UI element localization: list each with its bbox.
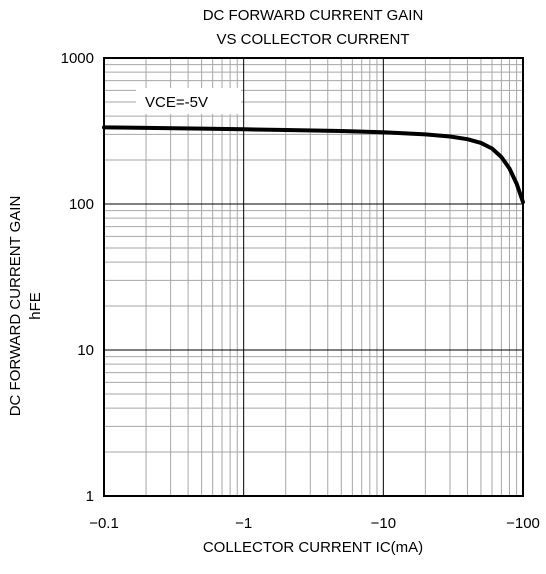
- y-tick-label: 100: [69, 196, 94, 213]
- y-tick-labels: 1 10 100 1000: [61, 50, 94, 505]
- y-axis-label-line2: hFE: [27, 292, 44, 320]
- y-tick-label: 1: [86, 488, 94, 505]
- chart-title-line2: VS COLLECTOR CURRENT: [216, 31, 409, 48]
- grid-lines: [104, 58, 523, 496]
- x-tick-label: −100: [506, 515, 540, 532]
- x-tick-label: −10: [371, 515, 396, 532]
- annotation-background: [136, 88, 241, 114]
- x-tick-label: −1: [235, 515, 252, 532]
- x-tick-labels: −0.1 −1 −10 −100: [89, 515, 540, 532]
- series-line-hfe: [102, 125, 525, 205]
- y-axis-label-line1: DC FORWARD CURRENT GAIN: [7, 196, 24, 417]
- y-tick-label: 10: [77, 342, 94, 359]
- chart-title-line1: DC FORWARD CURRENT GAIN: [203, 7, 424, 24]
- x-axis-label: COLLECTOR CURRENT IC(mA): [203, 539, 423, 556]
- major-grid-lines: [104, 58, 523, 496]
- y-tick-label: 1000: [61, 50, 94, 67]
- plot-frame: [103, 57, 524, 497]
- x-tick-label: −0.1: [89, 515, 119, 532]
- annotation-vce: VCE=-5V: [145, 94, 208, 111]
